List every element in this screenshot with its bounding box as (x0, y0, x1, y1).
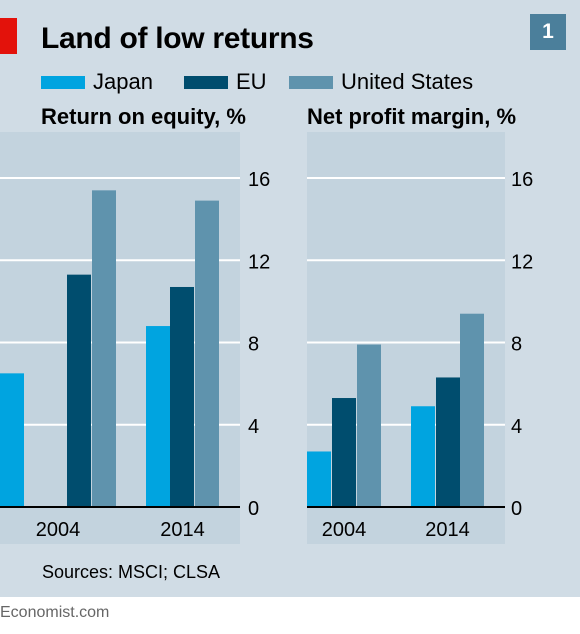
chart-title: Land of low returns (41, 22, 314, 55)
bar-return-on-equity-2014-japan (146, 326, 170, 507)
y-tick-label: 12 (511, 251, 533, 273)
bar-return-on-equity-2004-united-states (92, 190, 116, 507)
legend-item-japan: Japan (41, 69, 153, 95)
chart-number-badge: 1 (530, 14, 566, 50)
y-tick-label: 16 (511, 169, 533, 191)
bar-return-on-equity-2014-united-states (195, 200, 219, 507)
sources-note: Sources: MSCI; CLSA (42, 562, 221, 582)
legend-label: Japan (93, 69, 153, 94)
bar-net-profit-margin-2004-japan (307, 451, 331, 507)
legend-label: EU (236, 69, 267, 94)
bar-net-profit-margin-2004-united-states (357, 344, 381, 507)
bar-net-profit-margin-2014-united-states (460, 313, 484, 507)
bar-return-on-equity-2004-japan (0, 373, 24, 507)
y-tick-label: 4 (248, 416, 259, 438)
brand-red-tab (0, 18, 17, 54)
publisher-credit: Economist.com (0, 604, 110, 621)
y-tick-label: 0 (511, 498, 522, 520)
y-tick-label: 8 (511, 334, 522, 356)
y-tick-label: 4 (511, 416, 522, 438)
y-tick-label: 12 (248, 251, 270, 273)
x-tick-label: 2014 (425, 519, 470, 541)
legend-item-eu: EU (184, 69, 267, 95)
bar-charts: 0 4 8 12 16 2004 2014 0 4 8 12 16 2004 2014 (0, 132, 533, 544)
x-tick-label: 2004 (322, 519, 367, 541)
subchart-title-net-profit-margin: Net profit margin, % (307, 104, 517, 129)
y-tick-label: 0 (248, 498, 259, 520)
y-tick-label: 16 (248, 169, 270, 191)
bar-return-on-equity-2004-eu (67, 274, 91, 507)
x-tick-label: 2014 (160, 519, 205, 541)
bar-net-profit-margin-2014-eu (436, 377, 460, 507)
x-tick-label: 2004 (36, 519, 81, 541)
legend-swatch-japan (41, 75, 85, 89)
bar-net-profit-margin-2004-eu (332, 398, 356, 507)
legend-label: United States (341, 69, 474, 94)
bar-return-on-equity-2014-eu (170, 286, 194, 507)
legend-swatch-eu (184, 75, 228, 89)
subchart-title-return-on-equity: Return on equity, % (41, 104, 246, 129)
y-tick-label: 8 (248, 334, 259, 356)
legend-swatch-united-states (289, 75, 333, 89)
bar-net-profit-margin-2014-japan (411, 406, 435, 507)
legend-item-united-states: United States (289, 69, 473, 95)
